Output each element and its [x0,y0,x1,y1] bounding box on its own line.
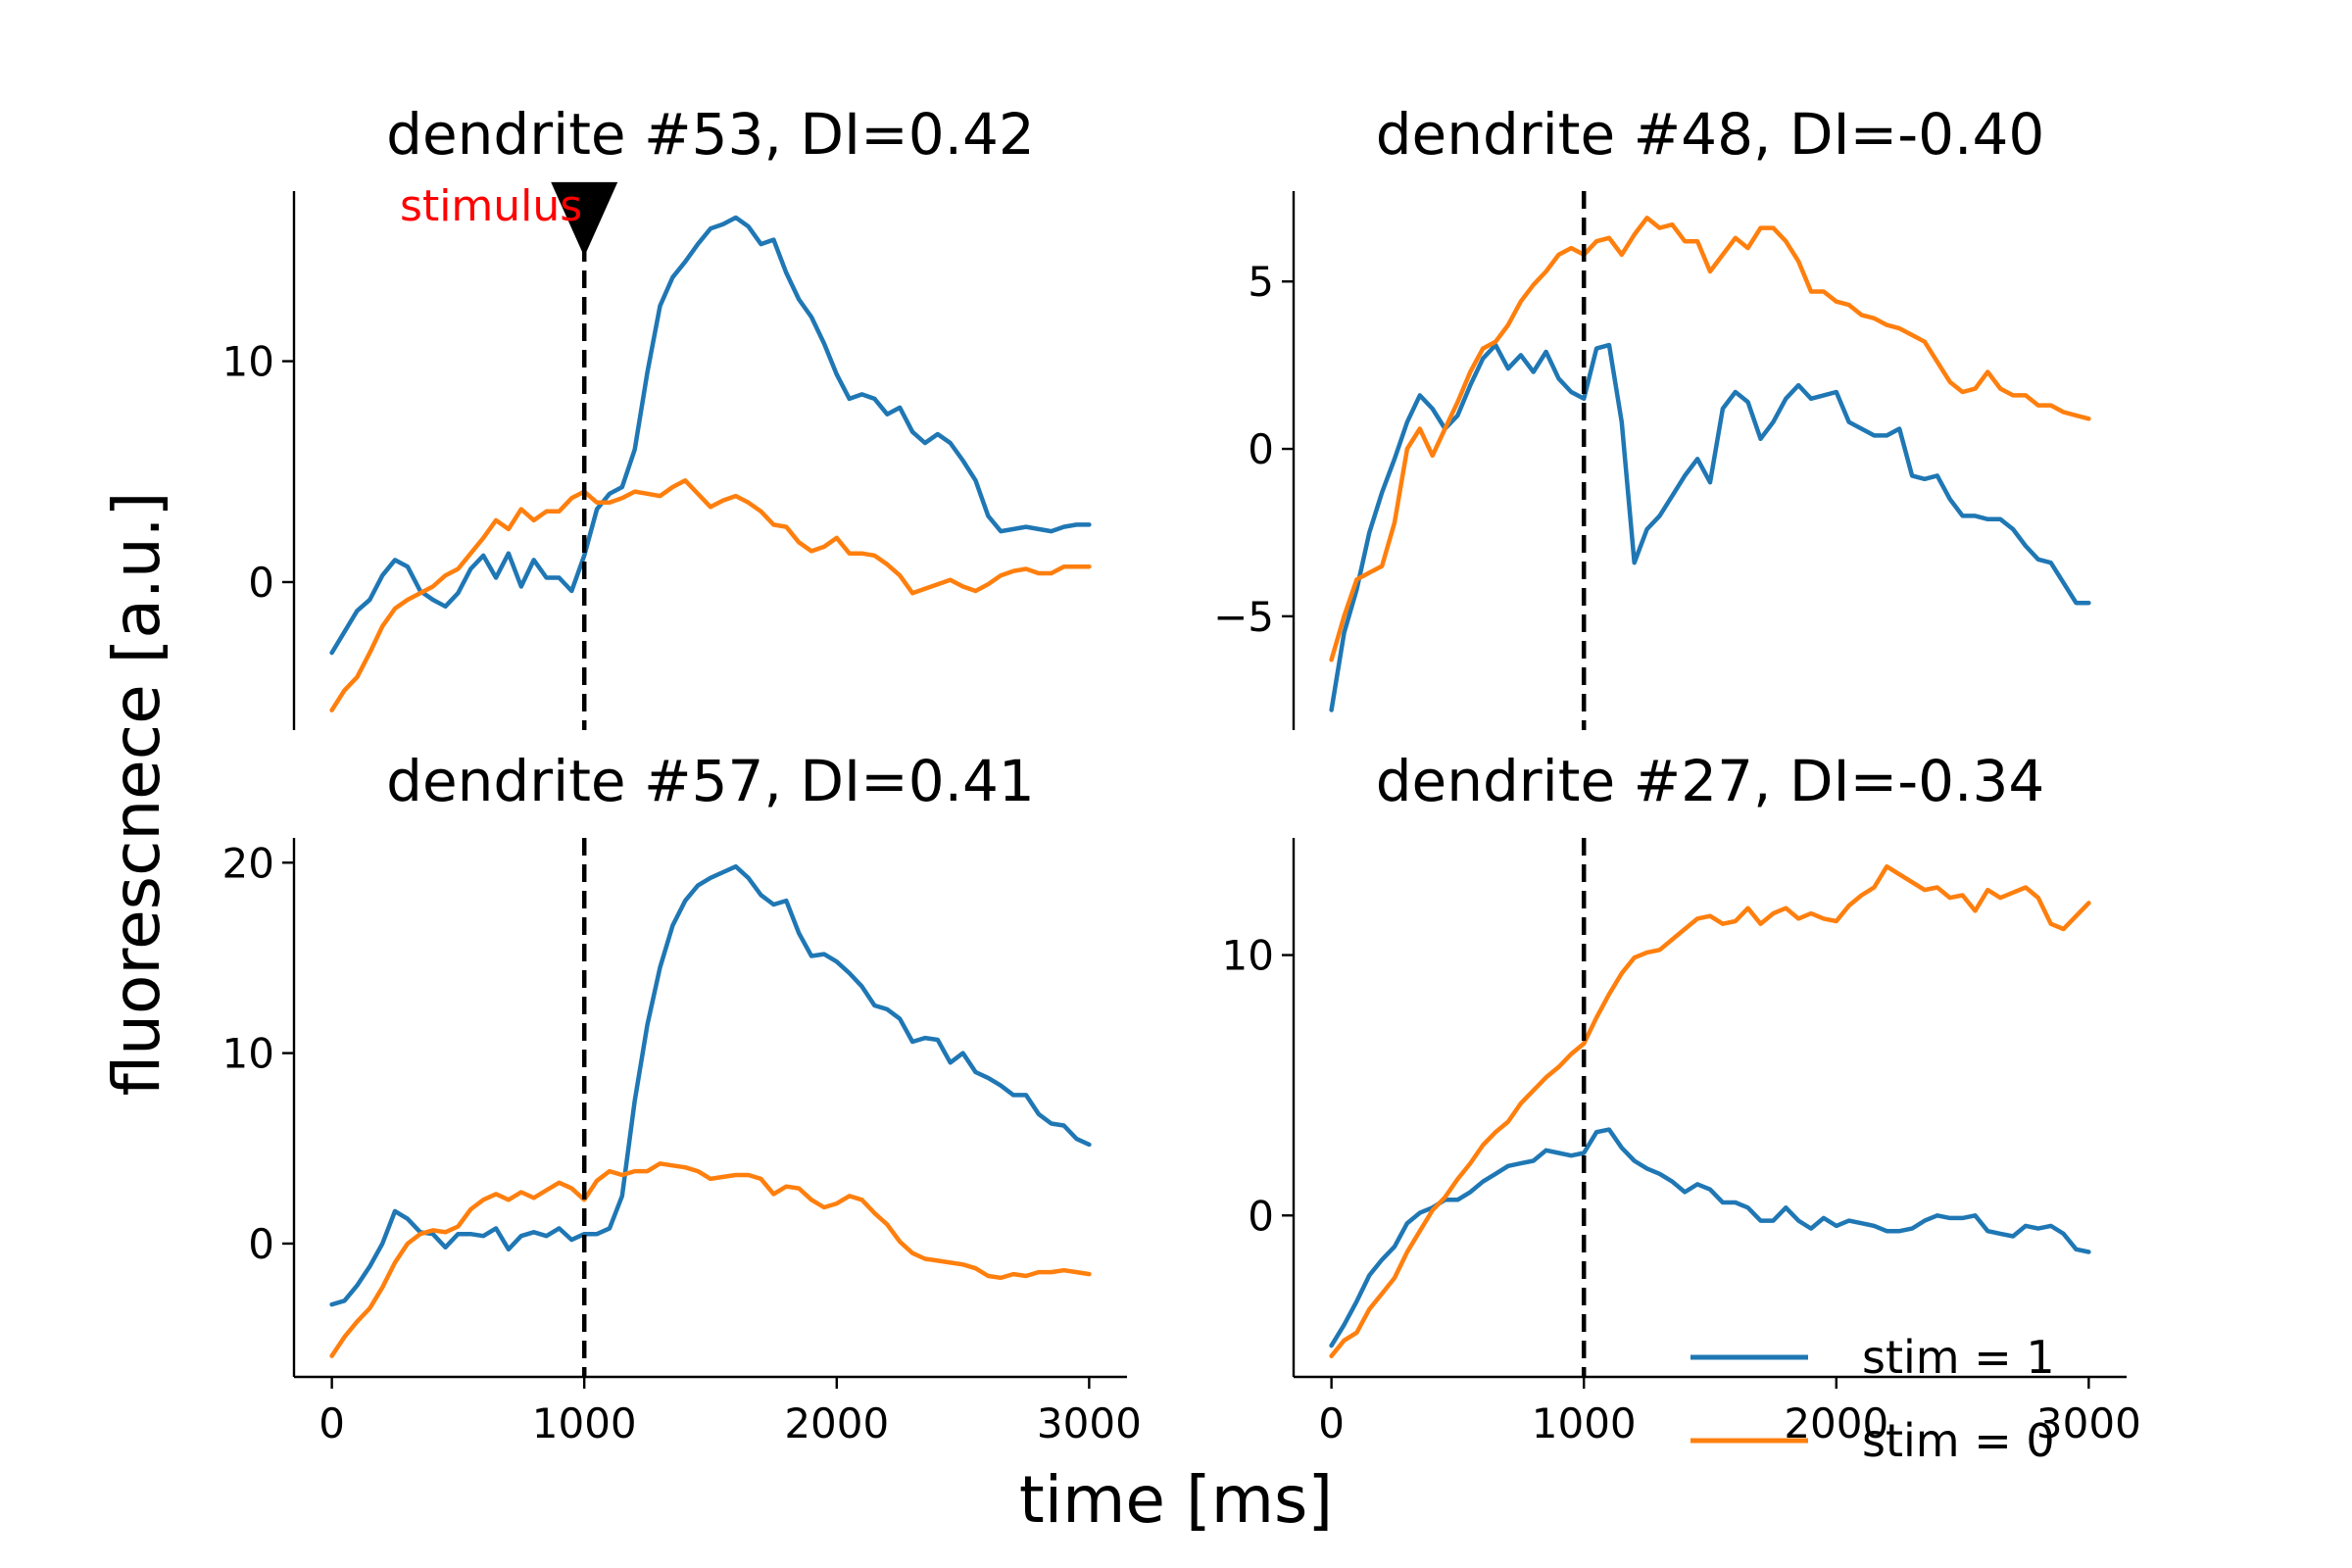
subplot-2: dendrite #48, DI=-0.40 −5 0 5 [1213,101,2091,730]
subplot-title: dendrite #57, DI=0.41 [386,748,1035,814]
legend-label: stim = 0 [1862,1414,2055,1467]
stimulus-annotation: stimulus [400,181,582,231]
x-tick-label: 0 [318,1399,345,1447]
y-tick-label: 0 [1248,1192,1274,1240]
subplot-title: dendrite #48, DI=-0.40 [1376,101,2045,168]
y-tick-label: 0 [248,1220,274,1268]
x-tick-label: 1000 [532,1399,637,1447]
series-line-stim-1 [1329,342,2091,712]
subplot-1: dendrite #53, DI=0.42 0 10 stimulus [222,101,1092,730]
y-tick-label: 10 [222,1030,274,1078]
y-tick-label: 0 [248,559,274,607]
y-tick-label: 0 [1248,425,1274,473]
y-tick-label: −5 [1213,593,1274,641]
legend-label: stim = 1 [1862,1331,2055,1384]
x-tick-label: 3000 [2036,1399,2141,1447]
y-tick-label: 5 [1248,258,1274,306]
x-tick-label: 1000 [1532,1399,1637,1447]
y-axis-label: fluorescnece [a.u.] [99,492,174,1097]
series-line-stim-1 [329,863,1092,1307]
y-tick-label: 10 [1222,932,1274,980]
series-line-stim-0 [1329,216,2091,662]
subplot-title: dendrite #27, DI=-0.34 [1376,748,2045,814]
y-tick-label: 10 [222,338,274,386]
x-axis-label: time [ms] [1019,1462,1333,1538]
x-tick-label: 3000 [1037,1399,1142,1447]
x-tick-label: 2000 [784,1399,889,1447]
subplot-3: dendrite #57, DI=0.41 0 10 20 0 1000 2000 3000 [222,748,1142,1447]
series-line-stim-0 [329,478,1092,712]
series-line-stim-1 [329,215,1092,656]
series-line-stim-0 [1329,863,2091,1358]
x-tick-label: 0 [1318,1399,1345,1447]
series-line-stim-0 [329,1161,1092,1358]
y-tick-label: 20 [222,839,274,887]
subplot-title: dendrite #53, DI=0.42 [386,101,1035,168]
series-line-stim-1 [1329,1127,2091,1348]
subplots: dendrite #53, DI=0.42010stimulusdendrite… [222,101,2141,1467]
stimulus-arrow-head [551,181,618,257]
